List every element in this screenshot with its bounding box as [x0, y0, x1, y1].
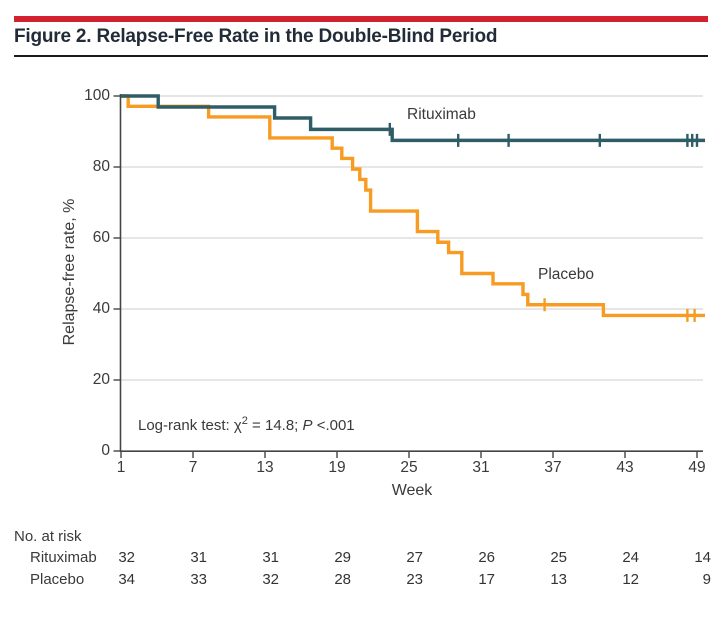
annotation-prefix: Log-rank test: χ	[138, 417, 242, 434]
risk-table-header: No. at risk	[14, 528, 82, 545]
risk-count-rituximab: 26	[478, 549, 495, 566]
risk-count-placebo: 23	[406, 571, 423, 588]
placebo-curve	[121, 94, 705, 318]
x-tick-label: 7	[188, 459, 198, 476]
placebo-curve-label: Placebo	[538, 266, 595, 283]
risk-count-rituximab: 31	[262, 549, 279, 566]
risk-count-rituximab: 29	[334, 549, 351, 566]
risk-count-rituximab: 32	[118, 549, 135, 566]
title-divider	[14, 55, 708, 57]
x-tick-label: 1	[116, 459, 126, 476]
rituximab-curve-label: Rituximab	[407, 106, 476, 123]
annotation-tail: <.001	[312, 417, 355, 434]
risk-row-label-placebo: Placebo	[30, 571, 85, 588]
risk-count-placebo: 9	[702, 571, 711, 588]
risk-count-placebo: 33	[190, 571, 207, 588]
rituximab-curve	[121, 94, 705, 143]
x-tick-label: 37	[544, 459, 562, 476]
risk-count-rituximab: 25	[550, 549, 567, 566]
x-tick-label: 49	[688, 459, 706, 476]
annotation-mid: = 14.8;	[247, 417, 303, 434]
annotation-superscript: 2	[241, 415, 248, 427]
top-red-rule	[14, 16, 708, 22]
x-tick-label: 19	[328, 459, 346, 476]
risk-count-placebo: 12	[622, 571, 639, 588]
x-tick-label: 31	[472, 459, 490, 476]
x-tick-label: 25	[400, 459, 418, 476]
risk-count-placebo: 13	[550, 571, 567, 588]
x-axis-label: Week	[391, 482, 433, 499]
annotation-p: P	[302, 417, 313, 434]
x-tick-label: 43	[616, 459, 634, 476]
logrank-annotation: Log-rank test: χ2 = 14.8; P <.001	[138, 415, 355, 435]
figure-title: Figure 2. Relapse-Free Rate in the Doubl…	[14, 26, 498, 47]
risk-count-rituximab: 27	[406, 549, 423, 566]
y-tick-label: 60	[92, 229, 110, 246]
risk-count-placebo: 32	[262, 571, 279, 588]
risk-count-placebo: 34	[118, 571, 135, 588]
risk-count-placebo: 17	[478, 571, 495, 588]
risk-row-label-rituximab: Rituximab	[30, 549, 97, 566]
risk-count-rituximab: 31	[190, 549, 207, 566]
risk-count-placebo: 28	[334, 571, 351, 588]
y-tick-label: 40	[92, 300, 110, 317]
y-tick-label: 20	[92, 371, 110, 388]
risk-count-rituximab: 24	[622, 549, 639, 566]
y-tick-label: 0	[101, 442, 110, 459]
y-tick-label: 80	[92, 158, 110, 175]
y-axis-label: Relapse-free rate, %	[61, 198, 78, 346]
risk-count-rituximab: 14	[694, 549, 711, 566]
x-tick-label: 13	[256, 459, 274, 476]
y-tick-label: 100	[84, 87, 110, 104]
